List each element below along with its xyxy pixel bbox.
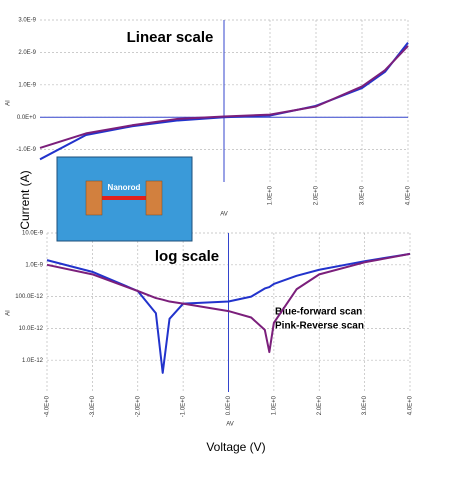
chart-title: Linear scale [127,29,214,46]
charts: 3.0E-9 2.0E-9 1.0E-9 0.0E+0 -1.0E-9 1.0E+0 2.0… [6,18,414,428]
x-tick-label: 1.0E+0 [271,395,277,415]
x-tick-label: -2.0E+0 [135,395,141,417]
inset: Nanorod [56,156,193,242]
x-tick-label: -4.0E+0 [45,395,51,417]
x-tick-label: -1.0E+0 [181,395,187,417]
x-tick-label: -3.0E+0 [90,395,96,417]
y-tick-label: 1.0E-12 [22,358,44,364]
contact-pad [85,180,103,216]
x-axis-label: AV [220,212,228,218]
legend-entry: Blue-forward scan [275,307,362,318]
x-tick-label: 1.0E+0 [268,185,274,205]
y-tick-label: 10.0E-12 [19,326,44,332]
y-tick-label: 2.0E-9 [18,50,36,56]
y-tick-label: 1.0E-9 [25,262,43,268]
chart-title: log scale [155,248,219,265]
x-tick-label: 2.0E+0 [314,185,320,205]
y-tick-label: -1.0E-9 [16,147,36,153]
x-tick-label: 4.0E+0 [408,395,414,415]
x-tick-label: 2.0E+0 [317,395,323,415]
y-axis-label: AI [6,310,12,316]
contact-pad [145,180,163,216]
x-tick-label: 4.0E+0 [406,185,412,205]
y-tick-label: 3.0E-9 [18,18,36,24]
y-axis-title: Current (A) [18,170,32,229]
x-tick-label: 3.0E+0 [360,185,366,205]
y-tick-label: 1.0E-9 [18,82,36,88]
legend-entry: Pink-Reverse scan [275,321,364,332]
series-line [46,252,411,354]
inset-label: Nanorod [108,183,141,192]
y-axis-label: AI [6,100,12,106]
x-axis-title: Voltage (V) [206,440,265,454]
y-tick-label: 10.0E-9 [22,231,44,237]
y-tick-label: 100.0E-12 [15,294,43,300]
x-tick-label: 3.0E+0 [362,395,368,415]
x-tick-label: 0.0E+0 [226,395,232,415]
series-line [46,252,411,374]
series-line [39,45,409,149]
y-tick-label: 0.0E+0 [17,115,37,121]
nanorod [102,196,147,200]
x-axis-label: AV [226,422,234,428]
